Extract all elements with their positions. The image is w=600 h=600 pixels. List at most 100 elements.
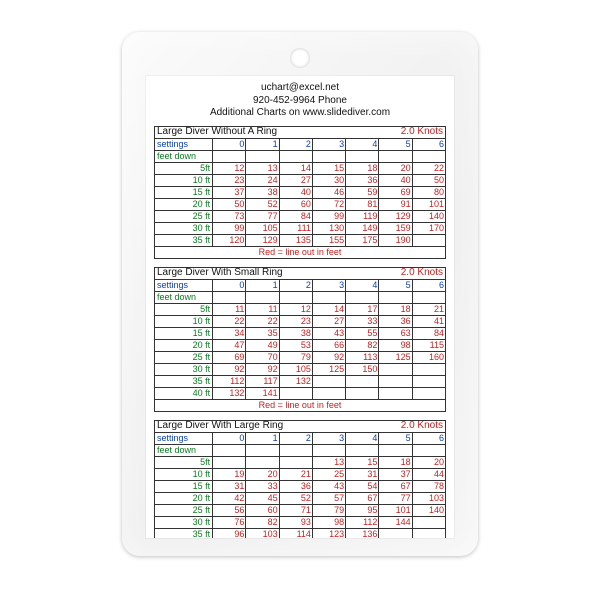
table-row: 25 ft73778499119129140: [155, 210, 446, 222]
value-cell: [279, 387, 312, 399]
value-cell: 115: [412, 339, 445, 351]
value-cell: 12: [279, 303, 312, 315]
dive-table: Large Diver Without A Ring2.0 Knotssetti…: [154, 126, 446, 259]
value-cell: [412, 387, 445, 399]
value-cell: 92: [213, 363, 246, 375]
dive-table: Large Diver With Large Ring2.0 Knotssett…: [154, 420, 446, 539]
value-cell: [246, 456, 279, 468]
value-cell: 56: [213, 504, 246, 516]
value-cell: 92: [246, 363, 279, 375]
value-cell: [312, 375, 345, 387]
value-cell: 175: [346, 234, 379, 246]
depth-label: 40 ft: [155, 387, 213, 399]
value-cell: [213, 456, 246, 468]
depth-label: 10 ft: [155, 174, 213, 186]
col-header: 6: [412, 138, 445, 150]
table-row: 15 ft34353843556384: [155, 327, 446, 339]
value-cell: 36: [279, 480, 312, 492]
value-cell: 144: [379, 516, 412, 528]
value-cell: 13: [312, 456, 345, 468]
value-cell: 40: [379, 174, 412, 186]
value-cell: 52: [246, 198, 279, 210]
col-header: 5: [379, 432, 412, 444]
dive-table: Large Diver With Small Ring2.0 Knotssett…: [154, 267, 446, 412]
value-cell: 25: [312, 468, 345, 480]
value-cell: 160: [412, 351, 445, 363]
value-cell: [412, 375, 445, 387]
value-cell: 43: [312, 327, 345, 339]
empty-cell: [379, 444, 412, 456]
value-cell: 18: [346, 162, 379, 174]
value-cell: 79: [279, 351, 312, 363]
table-row: 35 ft120129135155175190: [155, 234, 446, 246]
value-cell: 20: [246, 468, 279, 480]
value-cell: 49: [246, 339, 279, 351]
value-cell: 14: [312, 303, 345, 315]
value-cell: 35: [246, 327, 279, 339]
value-cell: 129: [379, 210, 412, 222]
empty-cell: [412, 150, 445, 162]
value-cell: 96: [213, 528, 246, 538]
table-title: Large Diver With Large Ring: [155, 420, 346, 432]
value-cell: 47: [213, 339, 246, 351]
value-cell: 52: [279, 492, 312, 504]
value-cell: 119: [346, 210, 379, 222]
col-header: 2: [279, 279, 312, 291]
value-cell: 112: [213, 375, 246, 387]
value-cell: 59: [346, 186, 379, 198]
table-row: 35 ft112117132: [155, 375, 446, 387]
empty-cell: [312, 150, 345, 162]
empty-cell: [312, 291, 345, 303]
empty-cell: [213, 291, 246, 303]
value-cell: 77: [379, 492, 412, 504]
value-cell: 15: [312, 162, 345, 174]
feet-down-label: feet down: [155, 444, 213, 456]
value-cell: 69: [379, 186, 412, 198]
value-cell: 101: [412, 198, 445, 210]
empty-cell: [346, 150, 379, 162]
value-cell: 34: [213, 327, 246, 339]
value-cell: 12: [213, 162, 246, 174]
value-cell: 46: [312, 186, 345, 198]
value-cell: 98: [312, 516, 345, 528]
depth-label: 25 ft: [155, 351, 213, 363]
value-cell: 91: [379, 198, 412, 210]
value-cell: 21: [279, 468, 312, 480]
value-cell: [412, 516, 445, 528]
value-cell: 37: [379, 468, 412, 480]
col-header: 3: [312, 138, 345, 150]
value-cell: 141: [246, 387, 279, 399]
value-cell: 140: [412, 504, 445, 516]
empty-cell: [379, 291, 412, 303]
col-header: 3: [312, 432, 345, 444]
settings-label: settings: [155, 138, 213, 150]
value-cell: 113: [346, 351, 379, 363]
chart-insert: uchart@excel.net 920-452-9964 Phone Addi…: [146, 76, 454, 538]
table-title: Large Diver With Small Ring: [155, 267, 346, 279]
value-cell: 15: [346, 456, 379, 468]
value-cell: 22: [213, 315, 246, 327]
value-cell: 125: [312, 363, 345, 375]
value-cell: 79: [312, 504, 345, 516]
empty-cell: [246, 291, 279, 303]
empty-cell: [412, 291, 445, 303]
table-speed: 2.0 Knots: [346, 267, 446, 279]
col-header: 1: [246, 138, 279, 150]
value-cell: 19: [213, 468, 246, 480]
value-cell: 22: [246, 315, 279, 327]
value-cell: 80: [412, 186, 445, 198]
value-cell: [379, 363, 412, 375]
value-cell: 117: [246, 375, 279, 387]
value-cell: 43: [312, 480, 345, 492]
value-cell: 130: [312, 222, 345, 234]
depth-label: 25 ft: [155, 504, 213, 516]
table-row: 15 ft37384046596980: [155, 186, 446, 198]
value-cell: 78: [412, 480, 445, 492]
value-cell: 57: [312, 492, 345, 504]
value-cell: 136: [346, 528, 379, 538]
value-cell: 98: [379, 339, 412, 351]
value-cell: 72: [312, 198, 345, 210]
table-row: 5ft11111214171821: [155, 303, 446, 315]
col-header: 2: [279, 432, 312, 444]
value-cell: 21: [412, 303, 445, 315]
